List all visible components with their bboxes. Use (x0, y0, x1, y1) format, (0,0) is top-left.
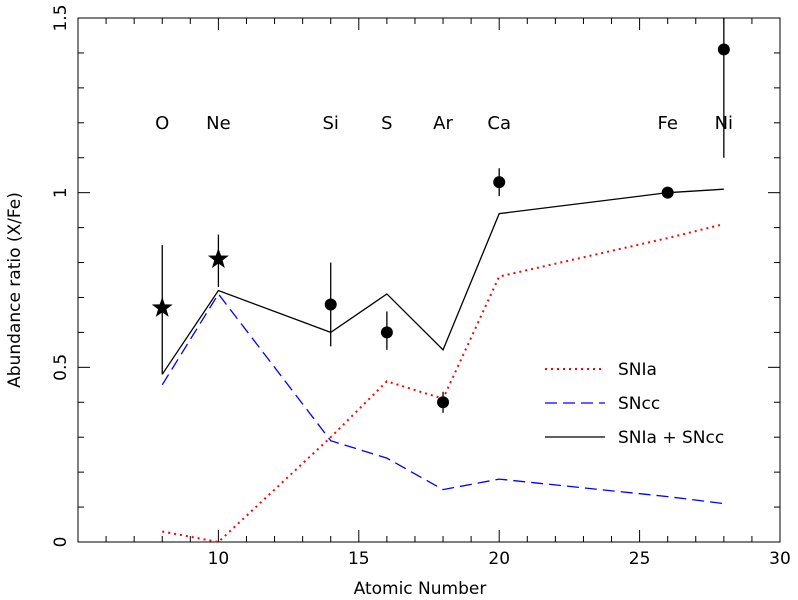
data-markers (151, 43, 730, 409)
star-marker (151, 296, 173, 317)
y-axis: 0 0.5 1 1.5 (51, 4, 780, 547)
legend-label-2: SNIa + SNcc (618, 428, 724, 448)
x-axis-label: Atomic Number (354, 579, 487, 599)
element-labels: O Ne Si S Ar Ca Fe Ni (155, 113, 733, 134)
series-line-1 (161, 292, 724, 505)
y-tick-label: 0.5 (51, 354, 71, 381)
x-tick-label: 15 (348, 549, 370, 569)
circle-marker (437, 396, 450, 409)
circle-marker (493, 176, 506, 189)
y-tick-label: 1.5 (51, 4, 71, 31)
legend: SNIa SNcc SNIa + SNcc (545, 360, 724, 448)
element-label: S (381, 113, 392, 134)
y-tick-label: 0 (51, 537, 71, 548)
element-label: Si (323, 113, 339, 134)
series-line-0 (162, 223, 725, 544)
element-label: Fe (657, 113, 677, 134)
circle-marker (717, 43, 730, 56)
x-tick-label: 20 (488, 549, 510, 569)
x-tick-label: 25 (629, 549, 651, 569)
series-line-2 (161, 188, 724, 375)
star-marker (207, 248, 229, 268)
legend-label-1: SNcc (618, 394, 660, 414)
y-tick-label: 1 (51, 187, 71, 198)
circle-marker (661, 186, 674, 199)
element-label: Ar (433, 113, 453, 134)
legend-label-0: SNIa (618, 360, 657, 380)
y-axis-label: Abundance ratio (X/Fe) (5, 192, 25, 388)
plot-border (77, 17, 781, 543)
element-label: Ni (715, 113, 733, 134)
circle-marker (380, 326, 393, 339)
element-label: O (155, 113, 169, 134)
element-label: Ca (487, 113, 511, 134)
x-axis: 10 15 20 25 30 (77, 18, 791, 569)
x-tick-label: 10 (208, 549, 230, 569)
model-curves (161, 188, 725, 544)
element-label: Ne (206, 113, 231, 134)
x-tick-label: 30 (769, 549, 791, 569)
plot-frame (77, 17, 781, 543)
circle-marker (324, 298, 337, 311)
error-bars (161, 18, 725, 413)
